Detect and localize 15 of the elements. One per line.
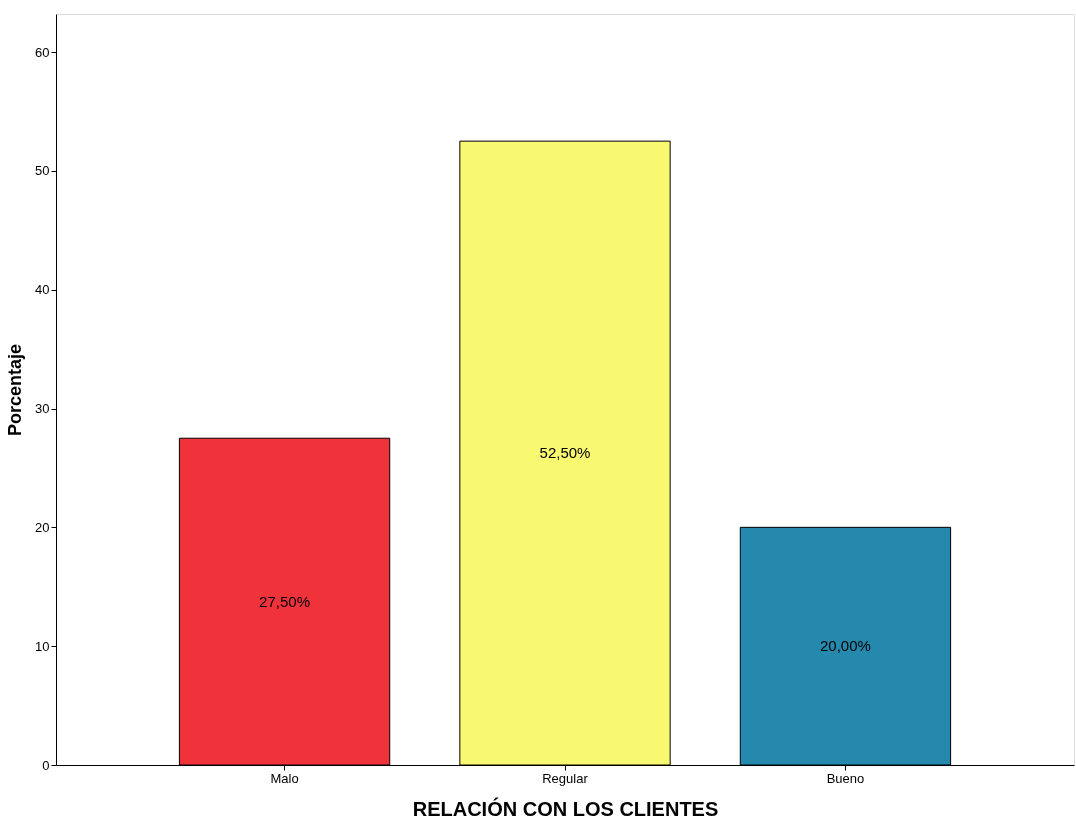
y-tick-label: 50 (35, 163, 50, 179)
x-tick-label: Bueno (826, 770, 865, 786)
data-label: 20,00% (820, 637, 871, 655)
x-axis-title: RELACIÓN CON LOS CLIENTES (412, 796, 719, 820)
data-label: 27,50% (259, 592, 310, 610)
y-tick-label: 30 (35, 401, 50, 417)
y-tick-label: 0 (42, 757, 50, 773)
y-tick-label: 40 (35, 282, 50, 298)
x-tick-label: Regular (542, 770, 589, 786)
x-tick-label: Malo (270, 770, 299, 786)
y-axis-title: Porcentaje (5, 343, 26, 437)
y-tick-label: 20 (35, 519, 50, 535)
y-tick-label: 10 (35, 638, 50, 654)
y-tick-label: 60 (35, 44, 50, 60)
data-label: 52,50% (539, 444, 591, 462)
